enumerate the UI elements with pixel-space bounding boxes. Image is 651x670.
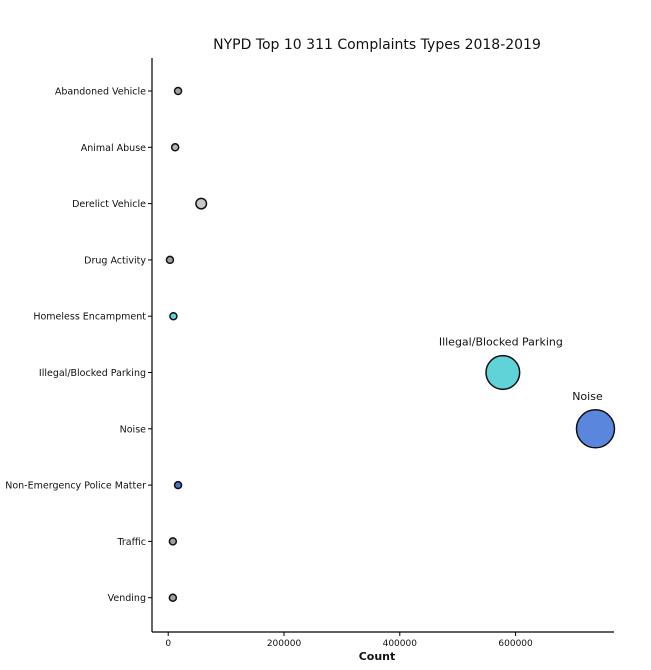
bubble-point <box>575 409 616 449</box>
bubble-annotation: Noise <box>572 390 603 403</box>
y-tick-label: Vending <box>108 593 146 604</box>
y-tick-label: Illegal/Blocked Parking <box>39 368 146 379</box>
bubble-point <box>169 311 178 321</box>
y-tick-label: Homeless Encampment <box>33 312 146 323</box>
bubble-point <box>165 255 175 265</box>
y-tick-label: Animal Abuse <box>81 143 146 154</box>
x-tick-label: 600000 <box>498 639 533 649</box>
annotations: Noise Illegal/Blocked Parking <box>439 336 603 403</box>
bubble-annotation: Illegal/Blocked Parking <box>439 336 563 349</box>
bubble-point <box>168 537 178 546</box>
y-axis: Abandoned Vehicle Animal Abuse Derelict Ve… <box>5 58 153 632</box>
x-axis-label: Count <box>359 650 396 663</box>
y-tick-label: Derelict Vehicle <box>72 199 146 210</box>
y-tick-label: Non-Emergency Police Matter <box>5 481 146 492</box>
bubble-series <box>165 86 616 602</box>
chart-title: NYPD Top 10 311 Complaints Types 2018-20… <box>213 37 541 53</box>
y-tick-label: Drug Activity <box>84 255 146 266</box>
y-tick-label: Traffic <box>116 537 146 548</box>
x-axis: 0 200000 400000 600000 <box>152 631 614 649</box>
x-tick-label: 0 <box>165 639 171 649</box>
bubble-point <box>168 593 178 602</box>
bubble-point <box>173 480 183 490</box>
y-tick-label: Noise <box>120 424 147 435</box>
bubble-point <box>485 354 521 391</box>
bubble-point <box>173 86 183 96</box>
bubble-point <box>170 143 180 152</box>
bubble-point <box>195 197 208 210</box>
x-tick-label: 200000 <box>267 639 302 649</box>
y-tick-label: Abandoned Vehicle <box>55 87 146 98</box>
x-tick-label: 400000 <box>383 639 418 649</box>
